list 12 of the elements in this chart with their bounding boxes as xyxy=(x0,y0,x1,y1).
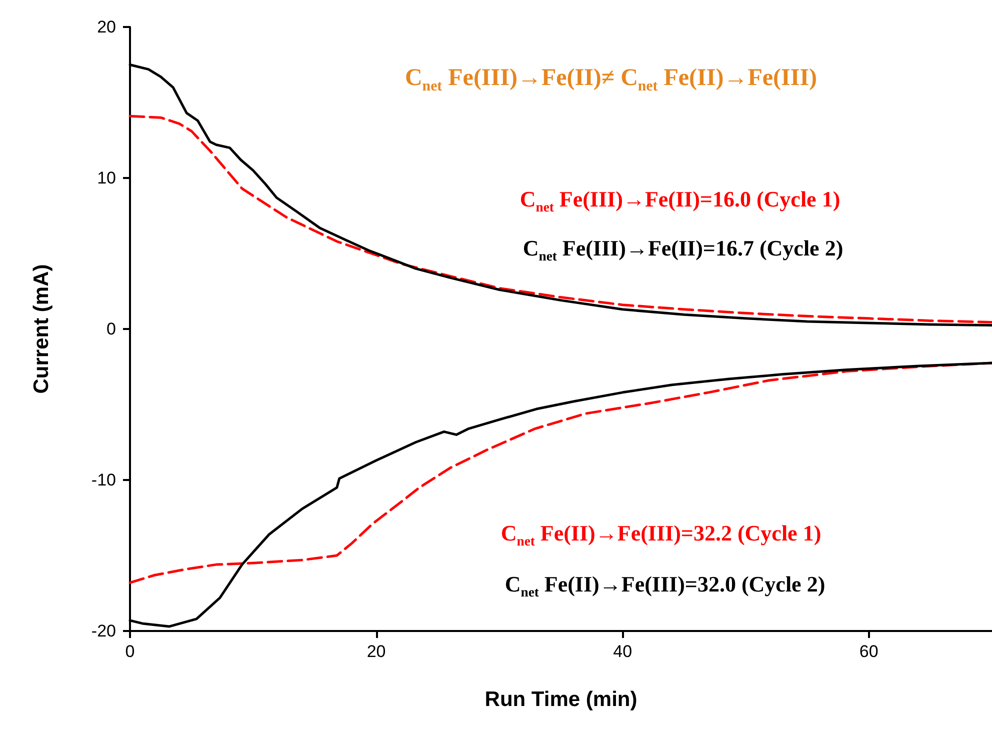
x-tick-label: 0 xyxy=(125,642,135,661)
y-tick-label: -10 xyxy=(91,470,116,490)
line-series xyxy=(128,114,992,324)
x-tick-label: 60 xyxy=(859,642,878,661)
x-tick-label: 20 xyxy=(366,642,386,661)
x-axis-title: Run Time (min) xyxy=(484,688,638,711)
y-tick-label: 0 xyxy=(106,320,116,338)
y-tick-label: 20 xyxy=(97,18,116,36)
y-tick-label: -20 xyxy=(91,622,116,640)
y-axis-title: Current (mA) xyxy=(30,264,53,394)
x-tick-label: 40 xyxy=(613,642,632,661)
y-tick-label: 10 xyxy=(97,168,116,188)
